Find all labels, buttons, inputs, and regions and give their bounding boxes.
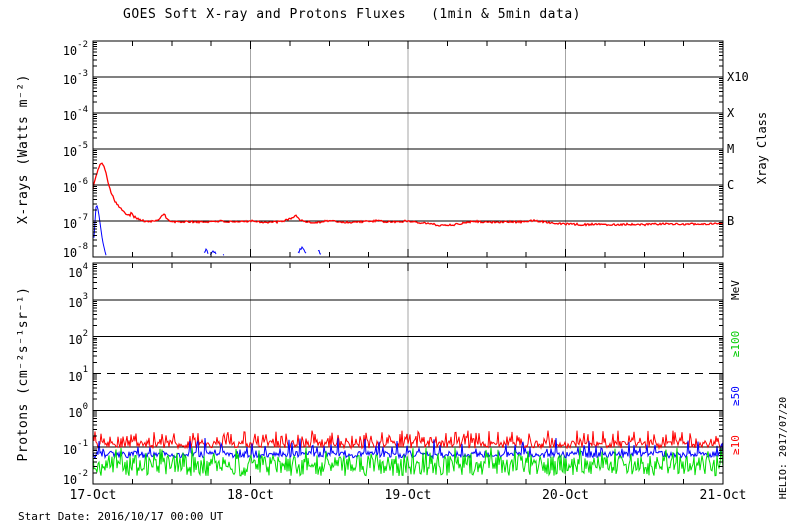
xray-class-label: X: [727, 106, 735, 120]
series-xray-short-05-4A: [93, 204, 107, 256]
proton-ytick-label: 103: [68, 291, 88, 310]
series-protons-ge100-MeV: [92, 447, 724, 477]
series-xray-short-05-4A: [203, 248, 209, 254]
series-protons-ge50-MeV: [92, 437, 724, 460]
xray-class-label: B: [727, 214, 735, 228]
xray-ytick-label: 10-6: [62, 176, 88, 195]
series-protons-ge10-MeV: [92, 429, 723, 451]
xray-class-label: X10: [727, 70, 749, 84]
series-xray-short-05-4A: [297, 245, 307, 254]
xray-ytick-label: 10-8: [62, 241, 88, 260]
proton-ytick-label: 10-1: [62, 439, 88, 458]
xtick-date-label: 19-Oct: [384, 488, 432, 503]
proton-ytick-label: 100: [68, 402, 88, 421]
xtick-date-label: 21-Oct: [699, 488, 747, 503]
xray-ytick-label: 10-3: [62, 68, 88, 87]
series-xray-long-1-8A: [92, 162, 724, 227]
xray-ytick-label: 10-7: [62, 212, 88, 231]
xray-ytick-label: 10-4: [62, 104, 88, 123]
start-date-label: Start Date: 2016/10/17 00:00 UT: [18, 510, 224, 523]
xray-ytick-label: 10-5: [62, 140, 88, 159]
helio-timestamp: HELIO: 2017/07/20: [778, 396, 789, 500]
proton-y-axis-title: Protons (cm⁻²s⁻¹sr⁻¹): [16, 286, 31, 462]
proton-threshold-label: ≥10: [729, 435, 742, 455]
proton-ytick-label: 101: [68, 365, 88, 384]
xray-class-label: M: [727, 142, 735, 156]
proton-ytick-label: 102: [68, 328, 88, 347]
xray-class-label: C: [727, 178, 735, 192]
xray-ytick-label: 10-2: [62, 39, 88, 58]
series-xray-short-05-4A: [317, 249, 322, 255]
xray-y-axis-title: X-rays (Watts m⁻²): [16, 74, 31, 224]
proton-ytick-label: 10-2: [62, 468, 88, 487]
chart-title: GOES Soft X-ray and Protons Fluxes (1min…: [123, 7, 581, 22]
proton-ytick-label: 104: [68, 261, 88, 280]
xtick-date-label: 17-Oct: [69, 488, 117, 503]
xtick-date-label: 20-Oct: [542, 488, 589, 503]
xtick-date-label: 18-Oct: [227, 488, 274, 503]
